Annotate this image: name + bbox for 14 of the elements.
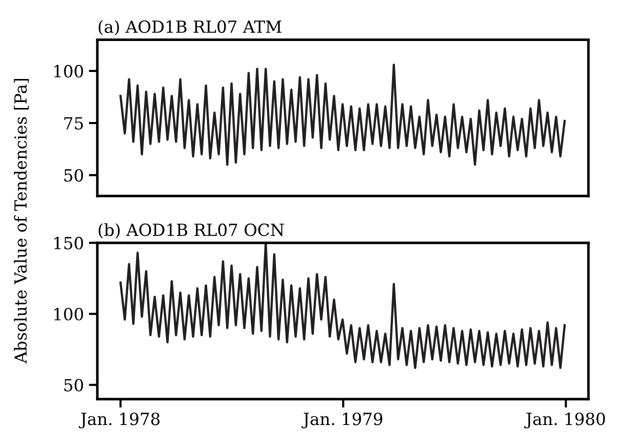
x-tick-label: Jan. 1979 — [302, 412, 382, 428]
x-tick-label: Jan. 1980 — [524, 412, 605, 428]
y-tick-label: 50 — [64, 169, 84, 182]
chart-title: (a) AOD1B RL07 ATM — [98, 20, 282, 36]
chart-title: (b) AOD1B RL07 OCN — [98, 223, 284, 238]
line-series — [119, 242, 566, 369]
line-series — [119, 64, 566, 166]
y-axis-title: Absolute Value of Tendencies [Pa] — [14, 79, 29, 364]
y-tick-label: 75 — [64, 117, 83, 130]
x-tick-label: Jan. 1978 — [78, 412, 160, 428]
y-tick-label: 100 — [54, 308, 84, 320]
y-tick-label: 100 — [54, 64, 84, 78]
y-tick-label: 150 — [54, 236, 84, 250]
y-tick-label: 50 — [64, 378, 84, 392]
